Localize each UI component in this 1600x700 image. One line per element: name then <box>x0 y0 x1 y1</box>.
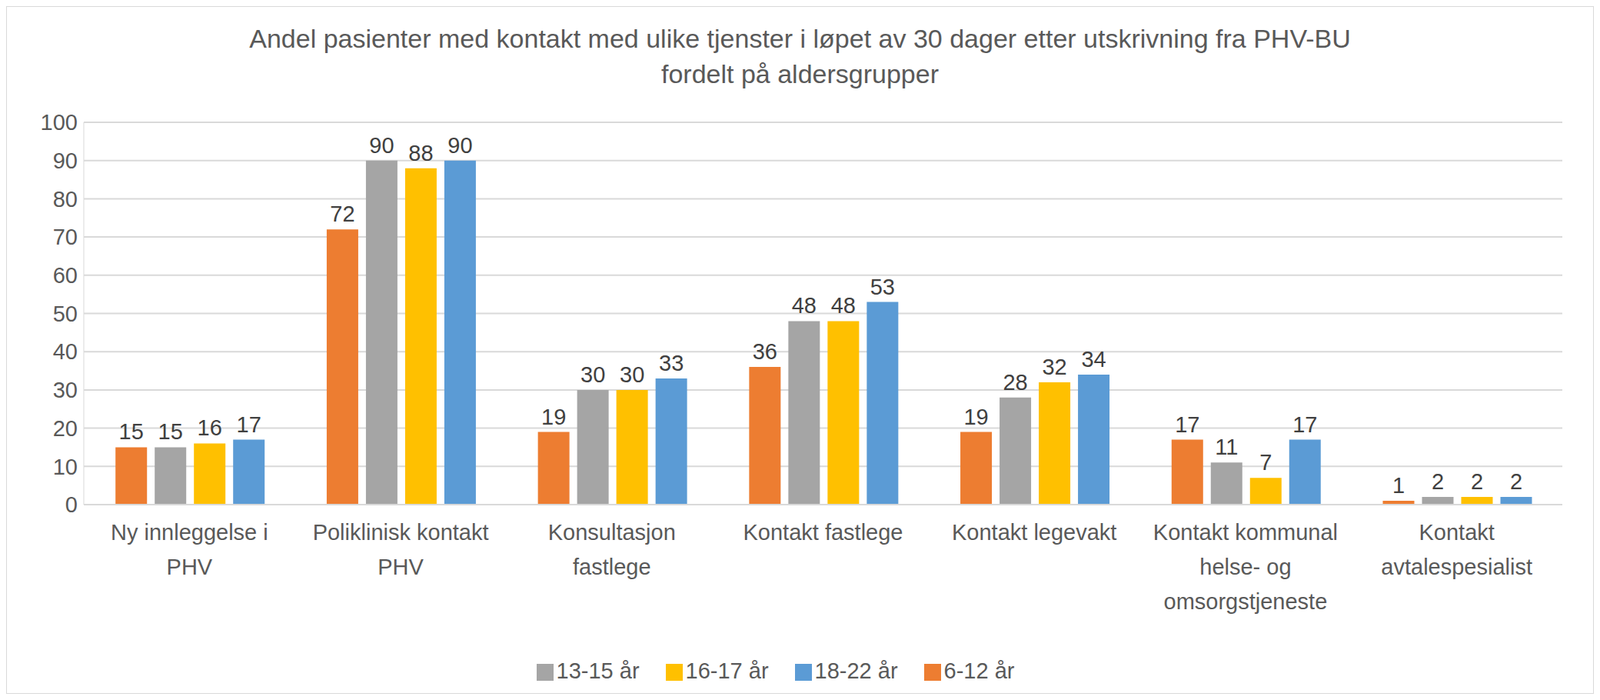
svg-text:Kontakt fastlege: Kontakt fastlege <box>743 519 904 545</box>
html-text:6-12 år: 6-12 år <box>943 658 1015 683</box>
svg-text:34: 34 <box>1081 346 1106 372</box>
svg-text:90: 90 <box>53 148 78 173</box>
svg-text:30: 30 <box>580 362 606 387</box>
svg-text:2: 2 <box>1510 469 1523 494</box>
svg-text:20: 20 <box>53 415 78 441</box>
svg-text:Kontaktavtalespesialist: Kontaktavtalespesialist <box>1380 519 1533 579</box>
svg-text:2: 2 <box>1470 469 1484 494</box>
html-text:Andel pasienter med kontakt me: Andel pasienter med kontakt med ulike tj… <box>249 23 1351 89</box>
svg-text:30: 30 <box>619 362 645 387</box>
svg-text:15: 15 <box>119 419 144 444</box>
svg-text:7: 7 <box>1259 449 1272 475</box>
svg-text:50: 50 <box>53 301 78 326</box>
svg-text:90: 90 <box>369 133 394 158</box>
svg-text:36: 36 <box>752 339 778 364</box>
svg-text:53: 53 <box>870 274 895 300</box>
svg-text:48: 48 <box>791 292 817 318</box>
svg-text:33: 33 <box>658 350 684 376</box>
svg-text:17: 17 <box>236 412 262 437</box>
svg-text:28: 28 <box>1002 369 1028 395</box>
svg-text:88: 88 <box>408 140 433 166</box>
svg-text:10: 10 <box>53 454 78 480</box>
svg-text:80: 80 <box>53 186 78 212</box>
svg-text:32: 32 <box>1041 354 1067 380</box>
svg-text:90: 90 <box>447 133 473 158</box>
svg-text:72: 72 <box>329 201 355 227</box>
svg-text:Ny innleggelse iPHV: Ny innleggelse iPHV <box>110 519 269 579</box>
svg-text:Konsultasjonfastlege: Konsultasjonfastlege <box>548 519 676 579</box>
svg-text:19: 19 <box>541 404 566 430</box>
svg-text:60: 60 <box>53 262 78 288</box>
svg-text:48: 48 <box>831 292 856 318</box>
svg-text:15: 15 <box>158 419 183 444</box>
svg-text:1: 1 <box>1392 472 1405 498</box>
svg-text:19: 19 <box>963 404 988 430</box>
svg-text:100: 100 <box>40 109 78 135</box>
html-text:18-22 år: 18-22 år <box>814 658 898 683</box>
svg-text:30: 30 <box>53 377 78 403</box>
svg-text:70: 70 <box>53 224 78 250</box>
svg-text:Kontakt kommunalhelse- ogomsor: Kontakt kommunalhelse- ogomsorgstjeneste <box>1153 519 1338 614</box>
svg-text:17: 17 <box>1292 412 1318 437</box>
svg-text:11: 11 <box>1214 434 1238 460</box>
svg-text:0: 0 <box>65 492 78 517</box>
svg-text:40: 40 <box>53 339 78 364</box>
html-text:13-15 år: 13-15 år <box>556 658 640 683</box>
svg-text:Poliklinisk kontaktPHV: Poliklinisk kontaktPHV <box>312 519 489 579</box>
html-text:16-17 år: 16-17 år <box>685 658 769 683</box>
svg-text:16: 16 <box>197 415 223 440</box>
svg-text:2: 2 <box>1431 469 1444 494</box>
svg-text:Kontakt legevakt: Kontakt legevakt <box>951 519 1117 545</box>
svg-text:17: 17 <box>1174 412 1200 437</box>
